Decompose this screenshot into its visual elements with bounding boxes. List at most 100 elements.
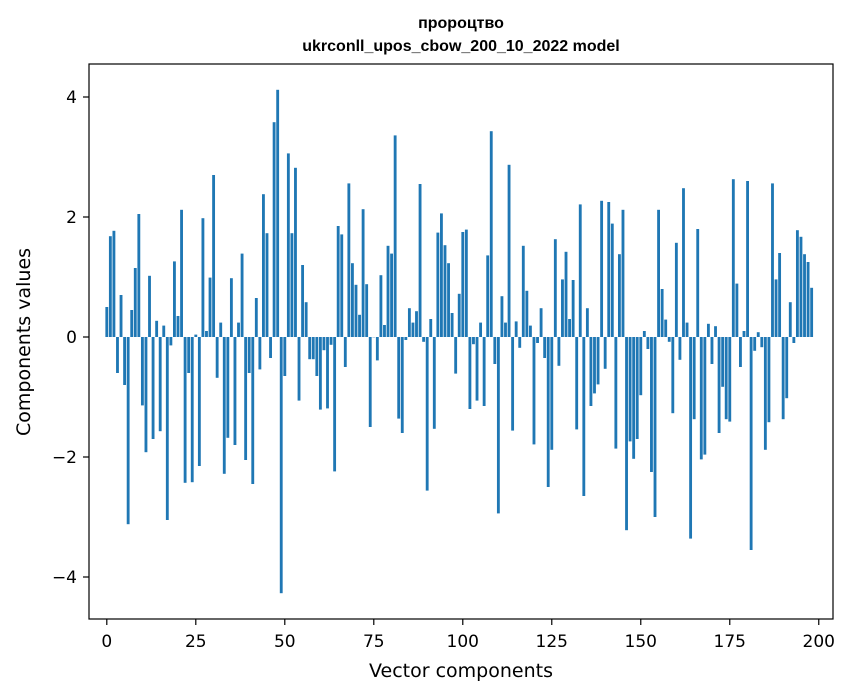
bar [393, 135, 397, 337]
bar [646, 337, 650, 349]
bar [753, 337, 757, 351]
bar [212, 175, 216, 337]
bar [279, 337, 283, 594]
bar [539, 308, 543, 337]
bar [667, 337, 671, 342]
bar [593, 337, 596, 394]
bar [635, 337, 639, 439]
bar [767, 337, 771, 423]
bar [443, 245, 447, 337]
x-axis-label: Vector components [369, 660, 553, 682]
bar [475, 337, 479, 401]
bar [810, 287, 814, 337]
bar [585, 308, 589, 337]
bar [258, 337, 262, 370]
x-tick-label: 175 [714, 632, 746, 652]
bar [126, 337, 130, 525]
bar [151, 337, 155, 439]
bar [543, 337, 547, 358]
bar [561, 279, 564, 337]
y-tick-label: 0 [66, 328, 77, 348]
bar [229, 278, 233, 337]
bar [803, 254, 806, 337]
x-axis: 0 25 50 75 100 125 150 175 200 [101, 619, 835, 652]
bar [781, 337, 785, 420]
bar [714, 326, 717, 337]
bar [140, 337, 144, 406]
bar [571, 280, 575, 337]
bar [222, 337, 226, 474]
bar [699, 337, 703, 460]
bar [432, 337, 436, 429]
bar [322, 337, 326, 351]
bar [493, 337, 497, 364]
bar [774, 279, 778, 337]
bar [689, 337, 693, 539]
bar [500, 296, 504, 337]
bar [343, 337, 347, 367]
bar [119, 295, 123, 337]
bar [368, 337, 372, 427]
bar [706, 323, 710, 337]
bar [742, 331, 746, 337]
bar [504, 322, 507, 337]
chart-title-line1: пророцтво [418, 15, 504, 32]
bar [311, 337, 315, 360]
bar [155, 320, 159, 337]
bar [429, 319, 433, 337]
bar [507, 164, 511, 337]
bar [717, 337, 721, 433]
bar [660, 289, 664, 337]
bar [685, 322, 689, 337]
bar [728, 337, 732, 422]
bar [329, 337, 333, 345]
bar [468, 337, 472, 409]
bar [632, 337, 636, 459]
y-axis-label: Components values [13, 248, 35, 436]
bar [158, 337, 162, 432]
bar [792, 337, 796, 343]
bar [183, 337, 187, 483]
bar [144, 337, 148, 453]
bar [290, 233, 294, 337]
bar [137, 214, 141, 337]
x-tick-label: 200 [803, 632, 835, 652]
bar [404, 337, 408, 340]
bar [799, 236, 803, 337]
bar [617, 254, 621, 337]
bar [180, 209, 183, 337]
bar [375, 337, 379, 361]
bar [746, 181, 749, 337]
bar [251, 337, 255, 484]
x-tick-label: 125 [536, 632, 568, 652]
bar [557, 337, 561, 366]
bar [582, 337, 586, 496]
bar [386, 245, 390, 337]
bar [724, 337, 728, 420]
bar [518, 337, 522, 348]
bar [315, 337, 319, 376]
bar [286, 153, 290, 337]
bar [578, 204, 582, 337]
bar [536, 337, 539, 343]
bar [674, 242, 678, 337]
bar [411, 322, 415, 337]
bar [447, 263, 450, 337]
bar [511, 337, 515, 431]
x-tick-label: 100 [447, 632, 479, 652]
bar [607, 202, 611, 337]
bar [351, 263, 354, 337]
bar [304, 302, 308, 337]
bar [276, 89, 280, 337]
bar [133, 268, 137, 337]
bar [226, 337, 230, 438]
bar [390, 253, 394, 337]
bar [785, 337, 789, 399]
bar [671, 337, 675, 414]
bar [169, 337, 173, 346]
bar [696, 229, 700, 337]
bar [425, 337, 429, 491]
chart-title-line2: ukrconll_upos_cbow_200_10_2022 model [302, 38, 619, 55]
bar [678, 337, 682, 360]
